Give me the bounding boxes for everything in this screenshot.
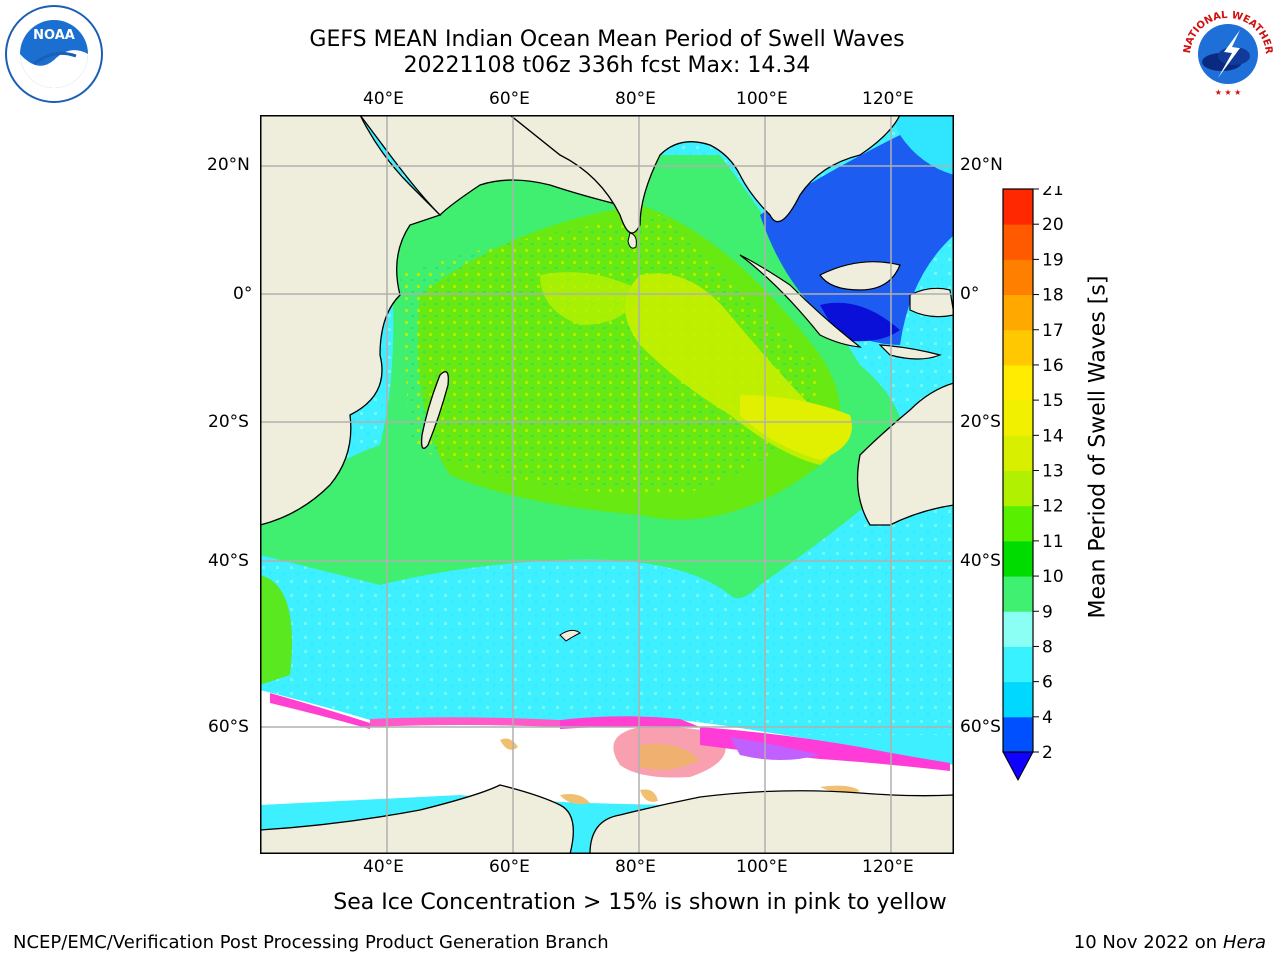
graticule [260, 115, 954, 854]
svg-text:★ ★ ★: ★ ★ ★ [1215, 88, 1242, 97]
colorbar: 2 4 6 8 9 10 11 12 13 14 15 16 17 18 19 20 21 [1002, 186, 1064, 782]
noaa-logo: NOAA [5, 5, 103, 103]
colorbar-band [1003, 294, 1033, 331]
colorbar-tick-label: 10 [1042, 567, 1064, 587]
colorbar-band [1003, 470, 1033, 507]
colorbar-tick-label: 17 [1042, 321, 1064, 341]
colorbar-tick-label: 8 [1042, 637, 1053, 657]
colorbar-tick-label: 6 [1042, 673, 1053, 693]
colorbar-band [1003, 540, 1033, 577]
date-stamp: 10 Nov 2022 on Hera [1074, 932, 1266, 953]
colorbar-tick-label: 11 [1042, 532, 1064, 552]
colorbar-tick-label: 14 [1042, 426, 1064, 446]
lat-tick-left: 40°S [208, 551, 249, 571]
swell-blue-region [760, 115, 954, 345]
credit-text: NCEP/EMC/Verification Post Processing Pr… [13, 932, 609, 953]
lon-tick-top: 60°E [489, 89, 530, 109]
colorbar-band [1003, 400, 1033, 436]
colorbar-tick-label: 21 [1042, 186, 1064, 200]
colorbar-tick-label: 18 [1042, 286, 1064, 306]
colorbar-tick-label: 13 [1042, 462, 1064, 482]
sea-ice-caption: Sea Ice Concentration > 15% is shown in … [333, 890, 947, 915]
colorbar-tick-label: 12 [1042, 497, 1064, 517]
antarctica-landmass [260, 784, 574, 854]
colorbar-band [1003, 716, 1033, 753]
colorbar-tick-label: 9 [1042, 602, 1053, 622]
colorbar-tick-label: 19 [1042, 250, 1064, 270]
lat-tick-left: 0° [233, 284, 253, 304]
colorbar-label: Mean Period of Swell Waves [s] [1085, 275, 1111, 619]
colorbar-under-arrow [1002, 751, 1034, 782]
lon-tick-top: 120°E [862, 89, 914, 109]
lat-tick-right: 60°S [960, 717, 1001, 737]
colorbar-band [1003, 435, 1033, 471]
lat-tick-right: 40°S [960, 551, 1001, 571]
colorbar-tick-label: 16 [1042, 356, 1064, 376]
sea-ice-region [260, 690, 954, 805]
lon-tick-bottom: 120°E [862, 857, 914, 877]
map-frame [260, 115, 954, 854]
australia-landmass [856, 382, 954, 526]
lon-tick-bottom: 80°E [615, 857, 656, 877]
host-name: Hera [1222, 932, 1266, 953]
lat-tick-right: 20°N [960, 155, 1003, 175]
colorbar-band [1003, 611, 1033, 647]
chart-subtitle: 20221108 t06z 336h fcst Max: 14.34 [403, 53, 811, 78]
lon-tick-bottom: 100°E [736, 857, 788, 877]
lat-tick-left: 60°S [208, 717, 249, 737]
colorbar-band [1003, 505, 1033, 542]
colorbar-tick-label: 4 [1042, 708, 1053, 728]
lon-tick-top: 80°E [615, 89, 656, 109]
colorbar-band [1003, 681, 1033, 718]
swell-period-map [260, 115, 954, 854]
lat-tick-right: 0° [960, 284, 980, 304]
lon-tick-bottom: 40°E [363, 857, 404, 877]
colorbar-band [1003, 189, 1033, 225]
lon-tick-top: 40°E [363, 89, 404, 109]
colorbar-band [1003, 259, 1033, 296]
lon-tick-top: 100°E [736, 89, 788, 109]
colorbar-band [1003, 364, 1033, 401]
asia-landmass [508, 115, 901, 234]
colorbar-band [1003, 224, 1033, 260]
lat-tick-left: 20°N [207, 155, 250, 175]
noaa-logo-text: NOAA [33, 28, 75, 43]
chart-title: GEFS MEAN Indian Ocean Mean Period of Sw… [309, 27, 905, 52]
colorbar-tick-label: 2 [1042, 743, 1053, 763]
lat-tick-left: 20°S [208, 412, 249, 432]
date-text: 10 Nov 2022 on [1073, 932, 1218, 953]
colorbar-tick-label: 15 [1042, 391, 1064, 411]
colorbar-band [1003, 576, 1033, 612]
lon-tick-bottom: 60°E [489, 857, 530, 877]
lat-tick-right: 20°S [960, 412, 1001, 432]
colorbar-tick-label: 20 [1042, 215, 1064, 235]
colorbar-band [1003, 646, 1033, 683]
madagascar-landmass [420, 371, 449, 449]
nws-logo: NATIONAL WEATHER SERVICE ★ ★ ★ [1178, 2, 1275, 101]
colorbar-band [1003, 329, 1033, 366]
